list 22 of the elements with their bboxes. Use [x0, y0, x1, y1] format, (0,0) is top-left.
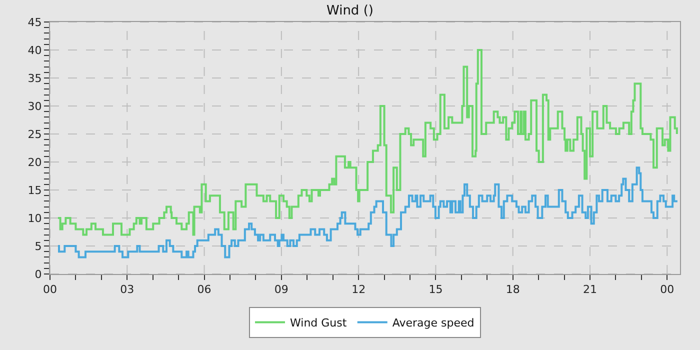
x-tick-label: 00 — [43, 283, 57, 296]
x-tick-label: 06 — [197, 283, 212, 296]
x-tick-label: 12 — [352, 283, 366, 296]
x-tick-label: 15 — [428, 283, 443, 296]
y-tick-label: 20 — [28, 156, 42, 169]
x-tick-label: 18 — [506, 283, 520, 296]
chart-title: Wind () — [326, 3, 374, 18]
legend-label: Wind Gust — [290, 316, 348, 330]
x-tick-label: 03 — [120, 283, 134, 296]
y-tick-label: 5 — [34, 240, 42, 253]
y-tick-label: 10 — [28, 212, 42, 225]
y-tick-label: 0 — [34, 268, 42, 281]
legend-label: Average speed — [392, 316, 474, 330]
y-tick-label: 45 — [28, 16, 42, 29]
y-tick-label: 40 — [28, 44, 42, 57]
y-tick-label: 15 — [28, 184, 42, 197]
x-tick-label: 21 — [583, 283, 597, 296]
y-tick-label: 25 — [28, 128, 42, 141]
y-tick-label: 30 — [28, 100, 42, 113]
y-tick-label: 35 — [28, 72, 42, 85]
x-tick-label: 09 — [274, 283, 288, 296]
x-tick-label: 00 — [660, 283, 674, 296]
